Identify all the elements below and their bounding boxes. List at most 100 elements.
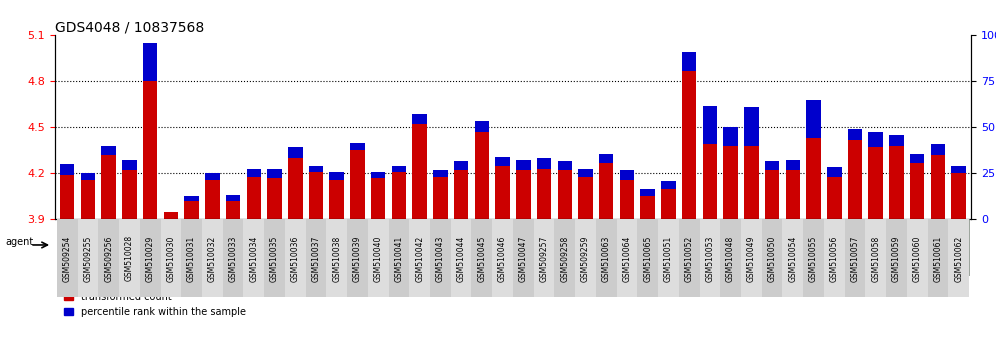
FancyBboxPatch shape bbox=[741, 219, 762, 297]
FancyBboxPatch shape bbox=[783, 219, 803, 297]
FancyBboxPatch shape bbox=[534, 219, 555, 297]
FancyBboxPatch shape bbox=[927, 219, 948, 297]
Bar bbox=[558, 161, 572, 170]
FancyBboxPatch shape bbox=[699, 219, 741, 276]
Text: GSM510051: GSM510051 bbox=[664, 235, 673, 281]
Bar bbox=[537, 169, 552, 219]
Bar bbox=[930, 155, 945, 219]
Text: GSM510063: GSM510063 bbox=[602, 235, 611, 282]
Text: GSM509256: GSM509256 bbox=[105, 235, 114, 282]
FancyBboxPatch shape bbox=[824, 219, 845, 297]
Text: GSM510057: GSM510057 bbox=[851, 235, 860, 282]
Bar bbox=[848, 140, 863, 219]
Bar bbox=[786, 160, 800, 170]
Bar bbox=[123, 170, 136, 219]
FancyBboxPatch shape bbox=[741, 219, 783, 276]
Text: GDNF 50
ng/ml: GDNF 50 ng/ml bbox=[703, 238, 737, 257]
FancyBboxPatch shape bbox=[513, 219, 534, 297]
Bar bbox=[951, 166, 966, 173]
Bar bbox=[142, 43, 157, 81]
FancyBboxPatch shape bbox=[57, 219, 492, 276]
Bar bbox=[827, 177, 842, 219]
FancyBboxPatch shape bbox=[658, 219, 699, 276]
Text: GDS4048 / 10837568: GDS4048 / 10837568 bbox=[55, 20, 204, 34]
Text: GSM510064: GSM510064 bbox=[622, 235, 631, 282]
Bar bbox=[765, 161, 779, 170]
Legend: transformed count, percentile rank within the sample: transformed count, percentile rank withi… bbox=[60, 288, 250, 321]
Text: GSM510036: GSM510036 bbox=[291, 235, 300, 282]
Bar bbox=[60, 164, 75, 175]
Bar bbox=[371, 178, 385, 219]
Bar bbox=[351, 150, 365, 219]
Bar bbox=[102, 146, 116, 155]
Text: GSM510028: GSM510028 bbox=[124, 235, 133, 281]
Bar bbox=[412, 114, 427, 124]
Bar bbox=[288, 158, 303, 219]
Bar bbox=[579, 169, 593, 177]
FancyBboxPatch shape bbox=[181, 219, 202, 297]
FancyBboxPatch shape bbox=[783, 219, 866, 276]
Bar bbox=[454, 170, 468, 219]
Bar bbox=[579, 177, 593, 219]
FancyBboxPatch shape bbox=[202, 219, 223, 297]
FancyBboxPatch shape bbox=[886, 219, 906, 297]
Bar bbox=[412, 124, 427, 219]
FancyBboxPatch shape bbox=[699, 219, 720, 297]
Bar bbox=[60, 175, 75, 219]
Text: GSM509255: GSM509255 bbox=[84, 235, 93, 282]
Text: GSM510052: GSM510052 bbox=[684, 235, 693, 281]
Bar bbox=[807, 138, 821, 219]
Bar bbox=[495, 156, 510, 166]
Bar bbox=[516, 160, 531, 170]
Bar bbox=[702, 106, 717, 144]
Text: GSM510058: GSM510058 bbox=[872, 235, 880, 281]
Bar bbox=[267, 169, 282, 178]
Text: GSM510045: GSM510045 bbox=[477, 235, 486, 282]
FancyBboxPatch shape bbox=[658, 219, 679, 297]
Text: GSM510030: GSM510030 bbox=[166, 235, 175, 282]
FancyBboxPatch shape bbox=[327, 219, 347, 297]
Bar bbox=[309, 172, 324, 219]
Bar bbox=[640, 196, 655, 219]
Text: LIF 50 ng/ml: LIF 50 ng/ml bbox=[800, 243, 848, 252]
Text: GSM510044: GSM510044 bbox=[456, 235, 465, 282]
Text: GSM510046: GSM510046 bbox=[498, 235, 507, 282]
Bar bbox=[682, 52, 696, 71]
Text: GSM510033: GSM510033 bbox=[228, 235, 238, 282]
Bar bbox=[371, 172, 385, 178]
FancyBboxPatch shape bbox=[99, 219, 120, 297]
FancyBboxPatch shape bbox=[368, 219, 388, 297]
Text: GSM510062: GSM510062 bbox=[954, 235, 963, 281]
FancyBboxPatch shape bbox=[160, 219, 181, 297]
Text: KITLG 50
ng/ml: KITLG 50 ng/ml bbox=[745, 238, 779, 257]
FancyBboxPatch shape bbox=[762, 219, 783, 297]
Text: FGF2 50
ng/ml: FGF2 50 ng/ml bbox=[622, 238, 653, 257]
Bar bbox=[620, 170, 634, 179]
Bar bbox=[81, 173, 96, 179]
Bar bbox=[247, 177, 261, 219]
Bar bbox=[142, 81, 157, 219]
FancyBboxPatch shape bbox=[617, 219, 658, 276]
Text: GSM509258: GSM509258 bbox=[561, 235, 570, 281]
Bar bbox=[205, 173, 219, 179]
Bar bbox=[247, 169, 261, 177]
Bar bbox=[723, 127, 738, 146]
Bar bbox=[351, 143, 365, 150]
FancyBboxPatch shape bbox=[243, 219, 264, 297]
Bar bbox=[682, 71, 696, 219]
Text: GSM510059: GSM510059 bbox=[892, 235, 901, 282]
Text: GSM510031: GSM510031 bbox=[187, 235, 196, 281]
Bar bbox=[744, 146, 759, 219]
Text: GSM510060: GSM510060 bbox=[912, 235, 921, 282]
FancyBboxPatch shape bbox=[471, 219, 492, 297]
Text: GSM510039: GSM510039 bbox=[353, 235, 362, 282]
Bar bbox=[330, 179, 344, 219]
Bar bbox=[391, 172, 406, 219]
Text: GSM510040: GSM510040 bbox=[374, 235, 382, 282]
Bar bbox=[702, 144, 717, 219]
FancyBboxPatch shape bbox=[78, 219, 99, 297]
Bar bbox=[123, 160, 136, 170]
Text: PDGF alfa bet
a hd 50 ng/ml: PDGF alfa bet a hd 50 ng/ml bbox=[890, 238, 944, 257]
Text: GSM510056: GSM510056 bbox=[830, 235, 839, 282]
Bar bbox=[599, 154, 614, 163]
